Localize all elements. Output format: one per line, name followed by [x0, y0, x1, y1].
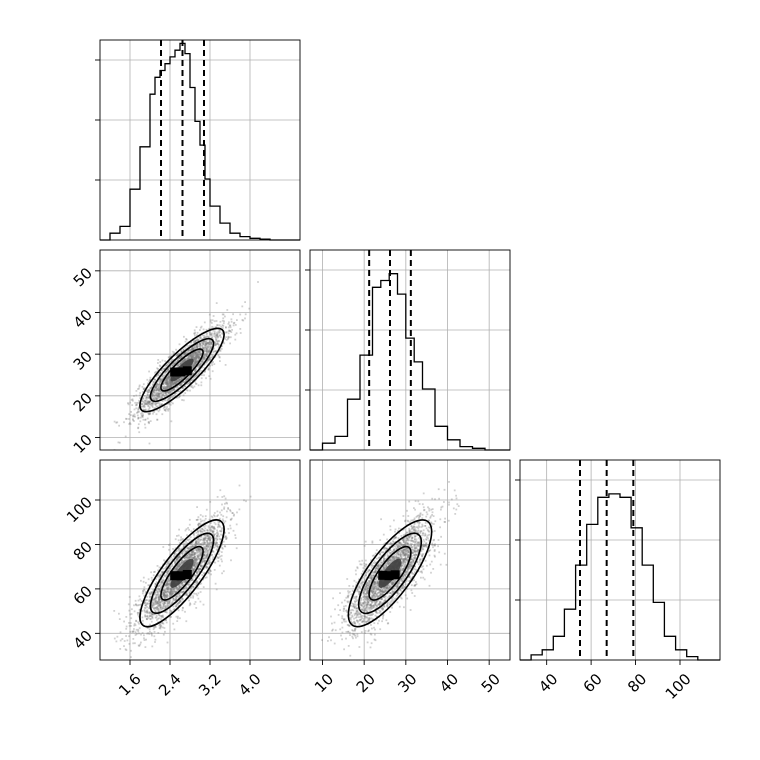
xtick-label-2-2: 80 [624, 670, 650, 696]
scatter-points-1-0 [113, 281, 259, 450]
core-cell-0 [378, 570, 388, 580]
ytick-label-1-2: 30 [70, 347, 96, 373]
density-core-1-0 [170, 366, 192, 377]
ytick-label-1-3: 40 [70, 306, 96, 332]
xtick-label-2-1: 60 [580, 670, 606, 696]
ytick-label-2-1: 60 [70, 582, 96, 608]
core-cell-2 [176, 571, 186, 581]
hist-frame-0 [99, 39, 301, 241]
xtick-label-2-0: 40 [535, 670, 561, 696]
density-core-2-1 [378, 570, 400, 581]
density-contour-2-1-0 [347, 519, 433, 628]
core-cell-1 [390, 570, 400, 580]
panel-1-0 [113, 281, 259, 450]
xtick-label-1-2: 30 [394, 670, 420, 696]
panel-frame-2-0 [99, 459, 301, 661]
xtick-label-0-0: 1.6 [115, 670, 145, 700]
density-contour-2-0-0 [139, 519, 225, 628]
density-contour-1-0-0 [139, 327, 225, 413]
density-contour-2-1-1 [357, 532, 423, 615]
core-cell-1 [182, 366, 192, 376]
xtick-label-1-3: 40 [436, 670, 462, 696]
ytick-label-2-3: 100 [63, 493, 96, 526]
histogram-2 [520, 493, 720, 661]
density-contour-2-0-2 [160, 545, 204, 601]
panel-2-0 [111, 484, 252, 660]
panel-2-1 [321, 481, 460, 657]
density-contour-1-0-1 [149, 337, 215, 403]
core-cell-2 [384, 571, 394, 581]
hist-frame-1 [309, 249, 511, 451]
xtick-label-2-3: 100 [662, 670, 695, 703]
ytick-label-1-1: 20 [70, 389, 96, 415]
xtick-label-1-0: 10 [311, 670, 337, 696]
density-contour-2-1-2 [368, 545, 412, 601]
xtick-label-0-3: 4.0 [235, 670, 265, 700]
panel-frame-1-0 [99, 249, 301, 451]
xtick-label-1-1: 20 [353, 670, 379, 696]
ytick-label-1-4: 50 [70, 264, 96, 290]
core-cell-0 [170, 571, 180, 581]
ytick-label-2-0: 40 [70, 627, 96, 653]
histogram-0 [100, 42, 300, 241]
ytick-label-1-0: 10 [70, 431, 96, 457]
density-contour-1-0-2 [160, 348, 204, 392]
xtick-label-1-4: 50 [478, 670, 504, 696]
xtick-label-0-2: 3.2 [195, 670, 225, 700]
core-cell-1 [182, 570, 192, 579]
density-contour-2-0-1 [149, 532, 215, 615]
core-cell-0 [170, 367, 180, 377]
xtick-label-0-1: 2.4 [155, 670, 185, 700]
core-cell-2 [176, 367, 186, 377]
density-core-2-0 [170, 570, 192, 581]
ytick-label-2-2: 80 [70, 538, 96, 564]
hist-frame-2 [519, 459, 721, 661]
panel-frame-2-1 [309, 459, 511, 661]
histogram-1 [310, 273, 510, 451]
